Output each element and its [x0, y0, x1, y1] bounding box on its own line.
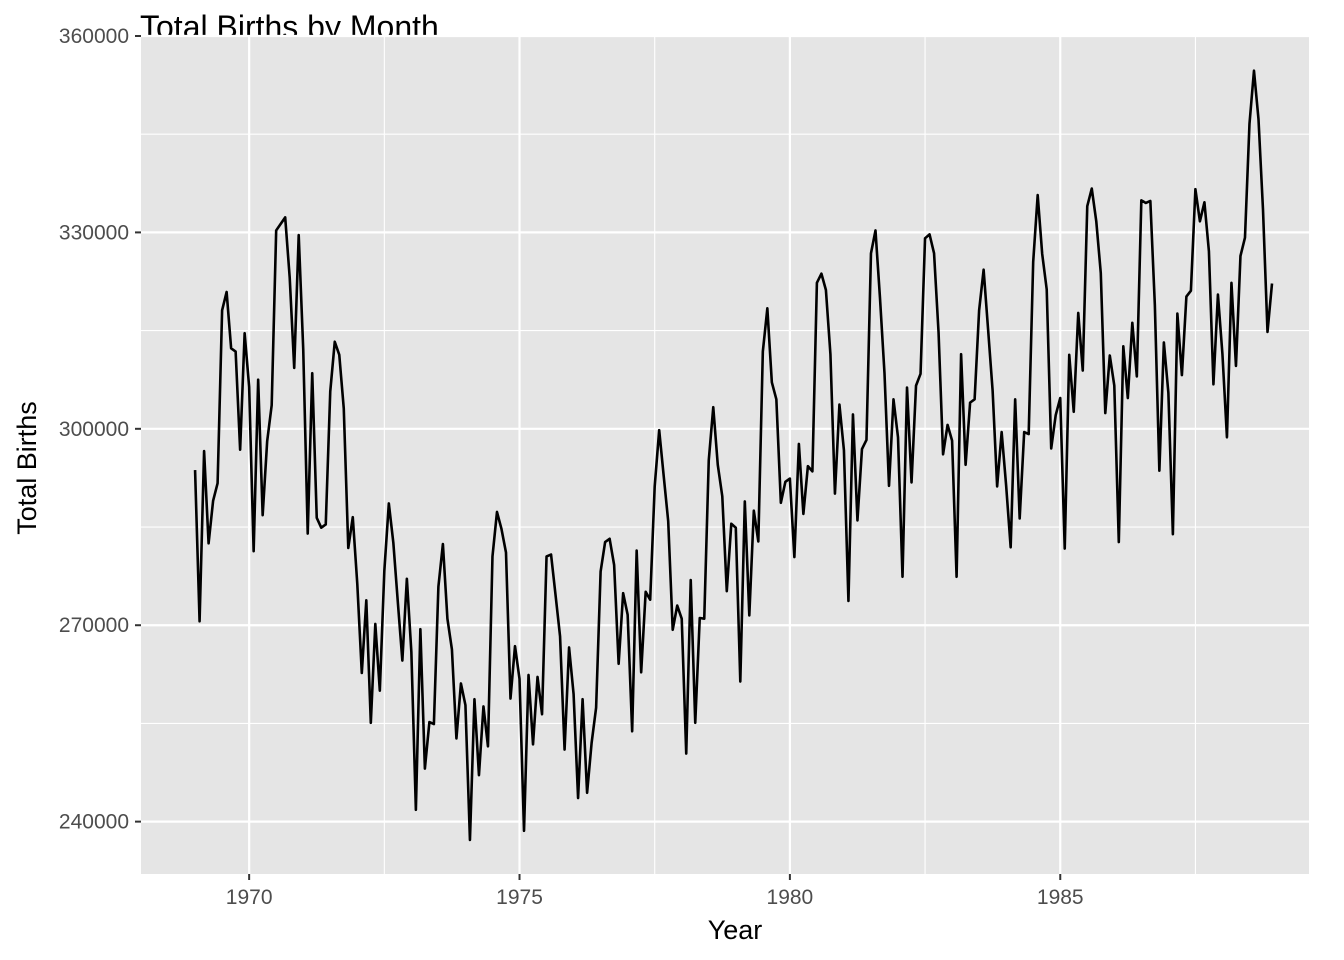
y-axis-title: Total Births: [12, 401, 42, 535]
x-tick-label: 1985: [1037, 886, 1084, 909]
x-tick-label: 1970: [226, 886, 273, 909]
x-axis: 1970 1975 1980 1985: [226, 874, 1084, 909]
y-tick-label: 300000: [59, 418, 129, 441]
x-tick-label: 1980: [767, 886, 814, 909]
y-tick-label: 360000: [59, 25, 129, 48]
plot-panel: [141, 36, 1309, 874]
y-tick-label: 270000: [59, 614, 129, 637]
y-tick-label: 330000: [59, 221, 129, 244]
births-series-line: [193, 69, 1274, 842]
y-axis: 240000 270000 300000 330000 360000: [59, 25, 141, 834]
series-layer: [193, 69, 1274, 842]
x-axis-title: Year: [708, 915, 763, 945]
y-tick-label: 240000: [59, 811, 129, 834]
x-tick-label: 1975: [496, 886, 543, 909]
